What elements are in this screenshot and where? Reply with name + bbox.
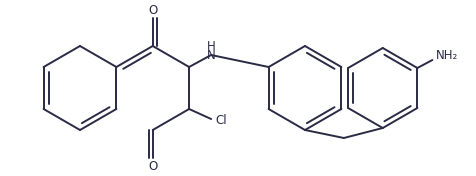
Text: N: N: [207, 49, 216, 62]
Text: H: H: [207, 39, 216, 52]
Text: Cl: Cl: [215, 115, 227, 127]
Text: O: O: [148, 159, 158, 172]
Text: NH₂: NH₂: [436, 49, 457, 62]
Text: O: O: [148, 4, 158, 17]
